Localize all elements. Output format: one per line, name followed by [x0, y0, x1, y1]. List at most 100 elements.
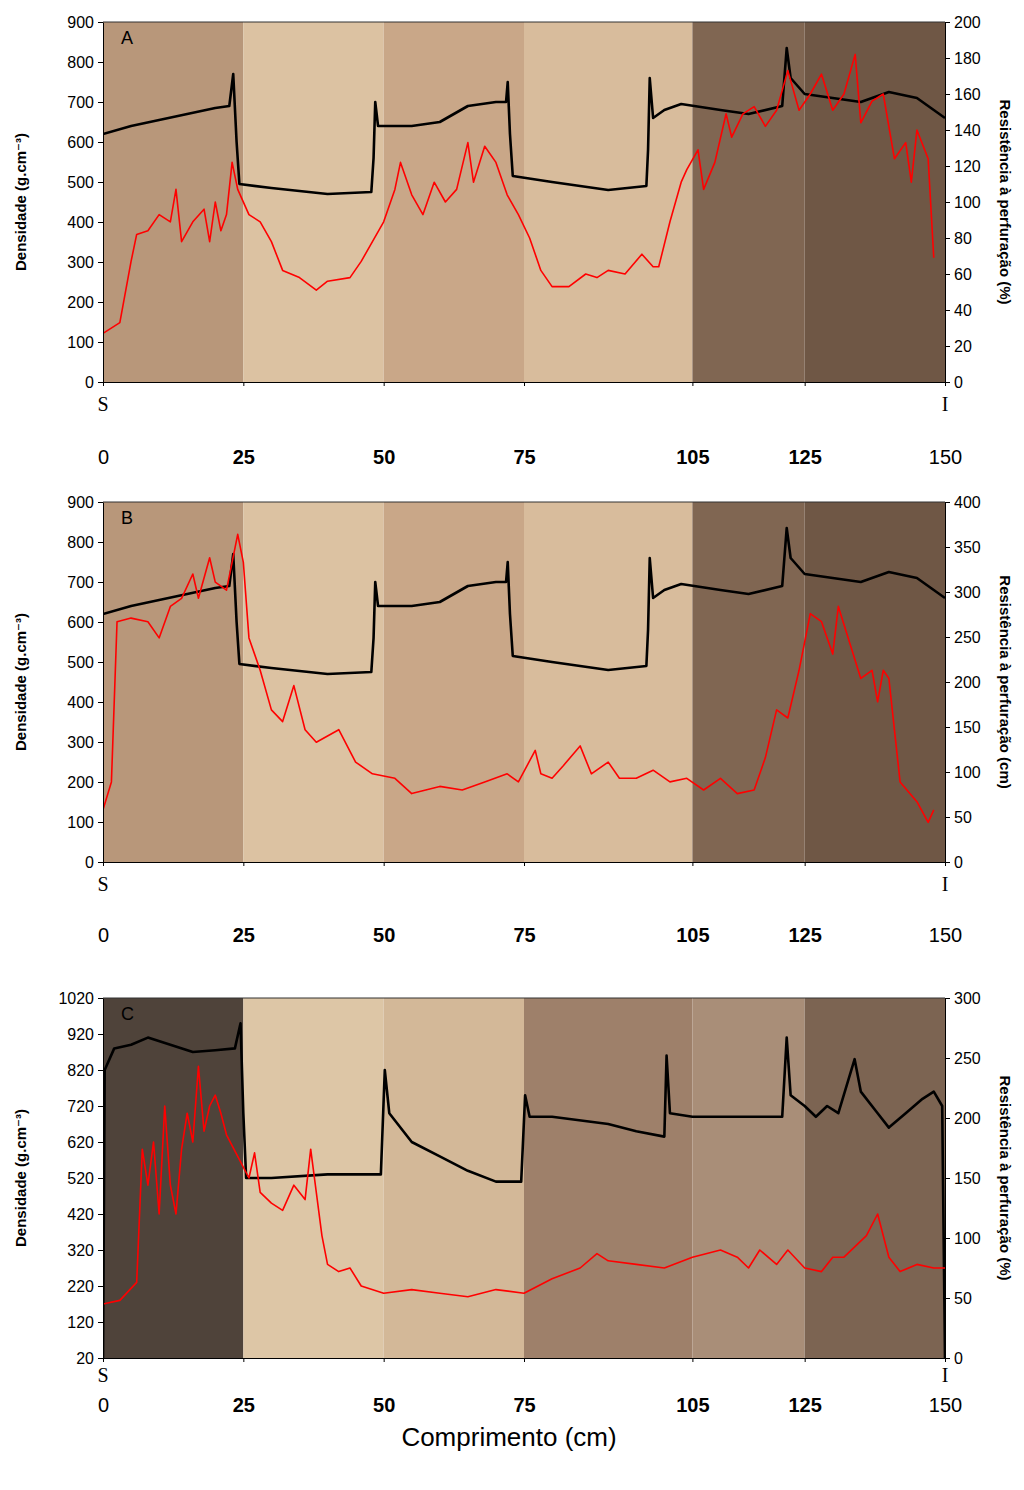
tick-mark: [945, 1118, 950, 1119]
panel: 0100200300400500600700800900020406080100…: [12, 14, 1014, 469]
tick-mark: [98, 1358, 103, 1359]
tick-label: 150: [954, 1170, 981, 1187]
wood-band: [243, 502, 383, 862]
tick: 200: [945, 14, 981, 31]
tick-mark: [98, 1142, 103, 1143]
tick-label: 400: [954, 494, 981, 511]
tick-mark: [98, 702, 103, 703]
tick: 600: [67, 614, 103, 631]
tick-label: 720: [67, 1098, 94, 1115]
wood-background: [103, 22, 945, 382]
wood-band: [524, 502, 692, 862]
tick: 105: [676, 862, 709, 946]
wood-band: [384, 502, 524, 862]
wood-band: [692, 22, 804, 382]
tick-mark: [98, 582, 103, 583]
tick-mark: [945, 202, 950, 203]
tick: 100: [945, 764, 981, 781]
tick-label: 105: [676, 924, 709, 946]
tick-mark: [98, 222, 103, 223]
tick-label: 50: [954, 809, 972, 826]
end-annotation: I: [942, 873, 949, 895]
tick-mark: [98, 822, 103, 823]
end-annotation: S: [97, 1364, 108, 1386]
wood-band: [805, 998, 945, 1358]
tick: 105: [676, 1358, 709, 1416]
y-axis-title: Densidade (g.cm⁻³): [12, 133, 29, 271]
tick: 320: [67, 1242, 103, 1259]
panel: 0100200300400500600700800900050100150200…: [12, 494, 1014, 947]
chart-svg: 0100200300400500600700800900020406080100…: [0, 0, 1024, 1490]
tick-mark: [98, 1286, 103, 1287]
resistance-line: [103, 534, 934, 822]
tick-label: 120: [67, 1314, 94, 1331]
density-line: [103, 48, 945, 194]
tick: 350: [945, 539, 981, 556]
x-axis: 0255075105125150: [98, 862, 962, 946]
tick-mark: [945, 58, 950, 59]
tick: 300: [67, 734, 103, 751]
end-annotation: S: [97, 873, 108, 895]
tick: 150: [945, 1170, 981, 1187]
tick-label: 125: [788, 1394, 821, 1416]
tick: 150: [929, 1358, 962, 1416]
tick-label: 200: [67, 774, 94, 791]
y2-axis: 050100150200250300: [945, 990, 981, 1367]
tick-mark: [945, 94, 950, 95]
wood-background: [103, 502, 945, 862]
tick-label: 1020: [58, 990, 94, 1007]
tick: 920: [67, 1026, 103, 1043]
x-axis-title: Comprimento (cm): [401, 1422, 616, 1452]
tick-label: 0: [98, 446, 109, 468]
tick-label: 75: [513, 924, 535, 946]
tick-label: 125: [788, 924, 821, 946]
tick: 220: [67, 1278, 103, 1295]
tick-mark: [243, 1358, 244, 1362]
tick-mark: [384, 382, 385, 386]
wood-band: [103, 998, 243, 1358]
tick: 600: [67, 134, 103, 151]
tick-label: 250: [954, 1050, 981, 1067]
tick: 900: [67, 14, 103, 31]
tick: 160: [945, 86, 981, 103]
tick-label: 150: [929, 924, 962, 946]
tick-mark: [384, 862, 385, 866]
tick: 150: [929, 382, 962, 468]
tick-mark: [98, 862, 103, 863]
resistance-line: [103, 1066, 945, 1304]
tick-mark: [945, 998, 950, 999]
tick-mark: [98, 742, 103, 743]
tick-label: 300: [67, 254, 94, 271]
tick-mark: [945, 547, 950, 548]
tick: 0: [98, 382, 109, 468]
tick-mark: [945, 772, 950, 773]
tick-mark: [945, 727, 950, 728]
tick: 50: [373, 862, 395, 946]
tick-mark: [805, 382, 806, 386]
tick-label: 0: [954, 1350, 963, 1367]
tick-mark: [384, 1358, 385, 1362]
tick: 300: [67, 254, 103, 271]
tick-label: 200: [954, 674, 981, 691]
tick: 20: [945, 338, 972, 355]
tick: 125: [788, 862, 821, 946]
tick-mark: [103, 862, 104, 866]
tick: 125: [788, 1358, 821, 1416]
tick: 120: [67, 1314, 103, 1331]
tick-label: 0: [85, 854, 94, 871]
tick-mark: [98, 1214, 103, 1215]
tick-label: 100: [67, 814, 94, 831]
tick-mark: [98, 1106, 103, 1107]
tick: 400: [67, 694, 103, 711]
resistance-line: [103, 54, 934, 333]
tick-mark: [945, 592, 950, 593]
tick-label: 120: [954, 158, 981, 175]
tick-mark: [98, 622, 103, 623]
end-annotation: I: [942, 1364, 949, 1386]
tick-mark: [98, 1178, 103, 1179]
tick-label: 25: [233, 1394, 255, 1416]
tick-label: 100: [954, 1230, 981, 1247]
wood-background: [103, 998, 945, 1358]
tick-label: 500: [67, 654, 94, 671]
tick: 100: [945, 1230, 981, 1247]
